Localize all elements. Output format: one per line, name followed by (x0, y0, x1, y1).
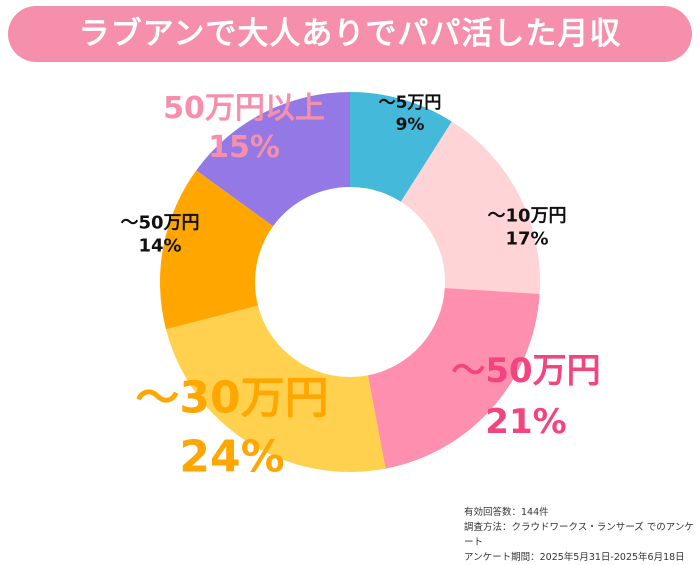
chart-title: ラブアンで大人ありでパパ活した月収 (8, 6, 692, 62)
donut-slice-4 (160, 170, 274, 330)
label-5: 50万円以上 15% (163, 91, 325, 165)
footer-period: アンケート期間：2025年5月31日-2025年6月18日 (464, 552, 685, 563)
label-2: 〜50万円 21% (451, 351, 601, 442)
donut-slice-5 (196, 91, 350, 227)
footer-method: 調査方法：クラウドワークス・ランサーズ でのアンケート (464, 522, 694, 548)
label-0: 〜5万円 9% (378, 92, 442, 135)
donut-slice-3 (165, 305, 386, 473)
donut-slice-1 (400, 121, 540, 294)
footer-notes: 有効回答数：144件 調査方法：クラウドワークス・ランサーズ でのアンケート ア… (464, 505, 700, 565)
footer-responses: 有効回答数：144件 (464, 507, 549, 518)
label-1: 〜10万円 17% (487, 205, 567, 250)
label-4: 〜50万円 14% (120, 212, 200, 257)
donut-slice-2 (367, 287, 540, 469)
donut-chart (160, 91, 540, 473)
donut-slice-0 (350, 92, 452, 202)
label-3: 〜30万円 24% (135, 372, 329, 483)
